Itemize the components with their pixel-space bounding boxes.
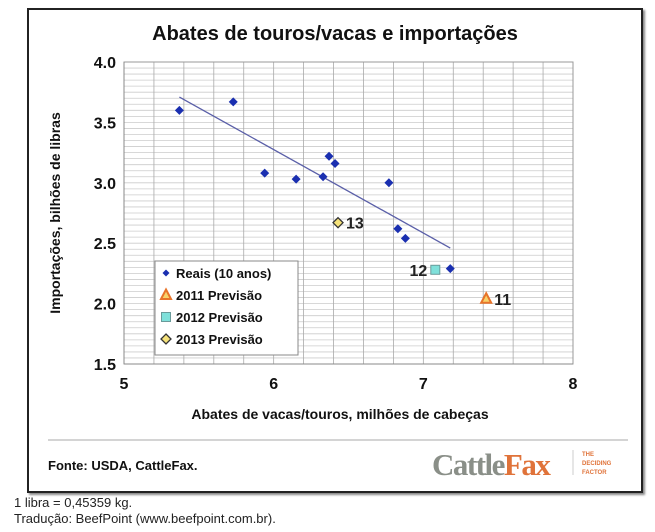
legend-marker (160, 333, 172, 345)
data-point-diamond (330, 158, 340, 168)
legend-marker (161, 312, 171, 322)
data-point-diamond (393, 224, 403, 234)
conversion-note: 1 libra = 0,45359 kg. (14, 495, 133, 510)
y-tick-label: 1.5 (94, 357, 116, 374)
point-label: 13 (346, 216, 364, 233)
legend-label: 2012 Previsão (176, 310, 263, 325)
x-tick-label: 7 (419, 376, 428, 393)
x-tick-label: 5 (120, 376, 129, 393)
scatter-chart: Abates de touros/vacas e importações 5 6 7… (47, 23, 628, 482)
data-point-diamond (400, 233, 410, 243)
x-axis-label: Abates de vacas/touros, milhões de cabeç… (191, 406, 488, 422)
translation-note: Tradução: BeefPoint (www.beefpoint.com.b… (14, 511, 276, 526)
chart-title: Abates de touros/vacas e importações (152, 23, 518, 45)
data-point-diamond-open (332, 216, 344, 229)
x-tick-label: 8 (569, 376, 578, 393)
data-point-diamond (445, 264, 455, 274)
data-point-triangle (479, 291, 493, 304)
data-point-diamond (174, 105, 184, 115)
data-point-diamond (324, 151, 334, 161)
trendline (179, 96, 451, 249)
data-point-diamond (228, 97, 238, 107)
legend-label: 2011 Previsão (176, 288, 262, 303)
cattlefax-logo: CattleFax THE DECIDING FACTOR (432, 447, 612, 482)
legend-label: 2013 Previsão (176, 332, 263, 347)
y-tick-label: 3.5 (94, 115, 116, 132)
point-label: 12 (410, 263, 428, 280)
legend-label: Reais (10 anos) (176, 266, 271, 281)
y-tick-label: 4.0 (94, 55, 116, 72)
y-tick-label: 2.0 (94, 297, 116, 314)
data-point-square (430, 264, 441, 275)
legend: Reais (10 anos) 2011 Previsão 2012 Previsã… (154, 260, 299, 356)
data-point-diamond (260, 168, 270, 178)
chart-frame (27, 8, 643, 493)
svg-text:CattleFax: CattleFax (432, 447, 551, 482)
svg-text:THE: THE (582, 452, 594, 458)
data-point-diamond (318, 172, 328, 182)
svg-text:DECIDING: DECIDING (582, 461, 612, 467)
y-axis-label: Importações, bilhões de libras (47, 112, 63, 314)
y-tick-label: 2.5 (94, 236, 116, 253)
point-label: 11 (494, 292, 511, 309)
data-point-diamond (291, 174, 301, 184)
data-point-diamond (384, 178, 394, 188)
legend-marker (159, 287, 173, 300)
y-tick-label: 3.0 (94, 176, 116, 193)
svg-text:FACTOR: FACTOR (582, 470, 607, 476)
source-text: Fonte: USDA, CattleFax. (48, 458, 198, 473)
x-tick-label: 6 (269, 376, 278, 393)
legend-marker (162, 269, 170, 277)
